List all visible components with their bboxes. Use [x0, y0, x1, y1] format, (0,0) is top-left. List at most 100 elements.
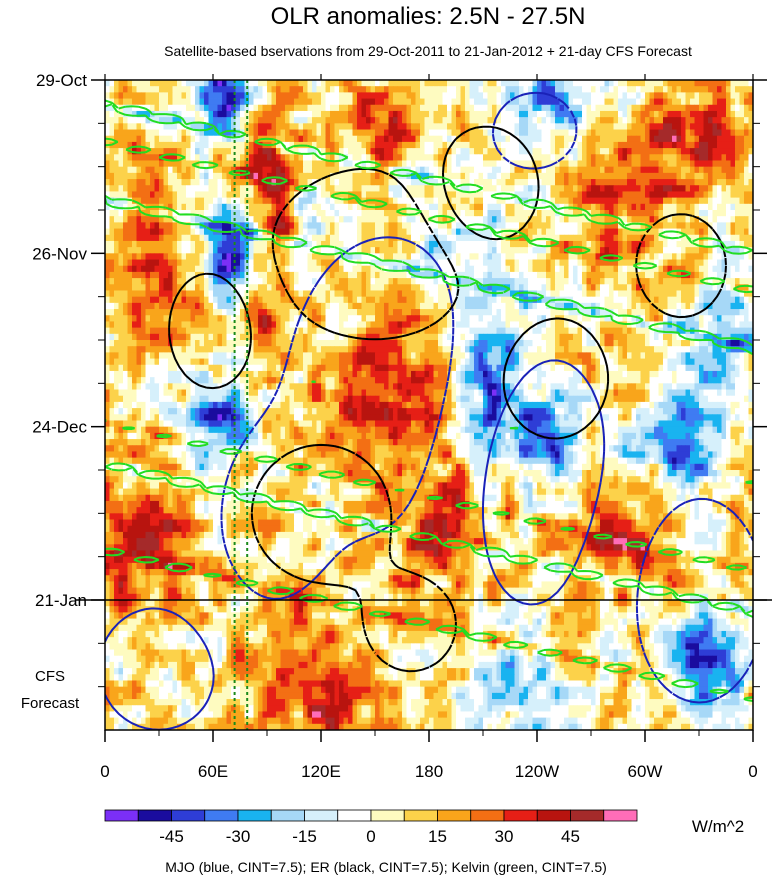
heatmap-cell: [496, 240, 502, 248]
heatmap-cell: [267, 92, 272, 99]
heatmap-cell: [649, 222, 655, 229]
heatmap-cell: [258, 240, 263, 248]
heatmap-cell: [384, 154, 389, 161]
heatmap-cell: [658, 92, 664, 99]
heatmap-cell: [235, 259, 241, 267]
heatmap-cell: [640, 86, 646, 93]
heatmap-cell: [456, 80, 461, 87]
heatmap-cell: [699, 80, 704, 87]
heatmap-cell: [141, 160, 146, 168]
heatmap-cell: [730, 191, 736, 199]
heatmap-cell: [721, 197, 727, 205]
heatmap-cell: [532, 278, 538, 285]
heatmap-cell: [280, 222, 286, 229]
heatmap-cell: [109, 284, 115, 291]
heatmap-cell: [640, 110, 646, 118]
heatmap-cell: [573, 240, 578, 248]
heatmap-cell: [519, 104, 524, 112]
heatmap-cell: [582, 86, 587, 93]
heatmap-cell: [681, 259, 686, 267]
heatmap-cell: [505, 197, 511, 205]
heatmap-cell: [262, 160, 268, 168]
heatmap-cell: [532, 135, 538, 143]
heatmap-cell: [654, 135, 659, 143]
heatmap-cell: [195, 228, 200, 236]
heatmap-cell: [154, 278, 160, 285]
heatmap-cell: [298, 110, 304, 118]
heatmap-cell: [559, 284, 565, 291]
heatmap-cell: [240, 240, 245, 248]
heatmap-cell: [667, 166, 673, 174]
heatmap-cell: [226, 240, 232, 248]
heatmap-cell: [546, 228, 551, 236]
heatmap-cell: [550, 259, 556, 267]
heatmap-cell: [118, 160, 124, 168]
heatmap-cell: [726, 222, 731, 229]
heatmap-cell: [154, 154, 160, 161]
heatmap-cell: [136, 117, 142, 124]
heatmap-cell: [748, 129, 753, 137]
heatmap-cell: [532, 129, 538, 137]
heatmap-cell: [744, 135, 749, 143]
heatmap-cell: [433, 179, 439, 186]
heatmap-cell: [276, 172, 281, 180]
heatmap-cell: [645, 185, 650, 192]
heatmap-cell: [109, 135, 115, 143]
heatmap-cell: [393, 86, 398, 93]
heatmap-cell: [667, 216, 673, 223]
heatmap-cell: [523, 154, 529, 161]
heatmap-cell: [316, 185, 322, 192]
heatmap-cell: [244, 265, 250, 273]
heatmap-cell: [159, 86, 164, 93]
heatmap-cell: [586, 271, 592, 279]
heatmap-cell: [357, 284, 362, 291]
heatmap-cell: [195, 234, 200, 242]
heatmap-cell: [240, 179, 245, 186]
heatmap-cell: [352, 247, 358, 254]
heatmap-cell: [357, 123, 362, 130]
heatmap-cell: [289, 179, 295, 186]
heatmap-cell: [744, 240, 749, 248]
heatmap-cell: [699, 247, 704, 254]
heatmap-cell: [568, 92, 574, 99]
heatmap-cell: [352, 92, 358, 99]
heatmap-cell: [537, 172, 542, 180]
heatmap-cell: [352, 265, 358, 273]
heatmap-cell: [150, 160, 155, 168]
heatmap-cell: [235, 160, 241, 168]
heatmap-cell: [460, 92, 466, 99]
heatmap-cell: [735, 129, 740, 137]
heatmap-cell: [388, 80, 394, 87]
heatmap-cell: [280, 284, 286, 291]
heatmap-cell: [429, 129, 434, 137]
heatmap-cell: [118, 247, 124, 254]
heatmap-cell: [303, 86, 308, 93]
heatmap-cell: [402, 253, 407, 260]
heatmap-cell: [640, 117, 646, 124]
heatmap-cell: [627, 123, 632, 130]
heatmap-cell: [123, 154, 128, 161]
heatmap-cell: [186, 185, 191, 192]
heatmap-cell: [708, 253, 713, 260]
heatmap-cell: [231, 216, 236, 223]
heatmap-cell: [109, 141, 115, 149]
heatmap-cell: [330, 228, 335, 236]
heatmap-cell: [717, 98, 722, 106]
heatmap-cell: [514, 123, 520, 130]
heatmap-cell: [573, 148, 578, 155]
heatmap-cell: [357, 135, 362, 143]
heatmap-cell: [478, 117, 484, 124]
heatmap-cell: [388, 123, 394, 130]
heatmap-cell: [442, 222, 448, 229]
heatmap-cell: [505, 290, 511, 298]
heatmap-cell: [375, 129, 380, 137]
heatmap-cell: [685, 92, 691, 99]
heatmap-cell: [726, 179, 731, 186]
heatmap-cell: [402, 228, 407, 236]
heatmap-cell: [510, 185, 515, 192]
heatmap-cell: [222, 166, 227, 174]
heatmap-cell: [168, 284, 173, 291]
heatmap-cell: [415, 80, 421, 87]
heatmap-cell: [244, 160, 250, 168]
heatmap-cell: [186, 179, 191, 186]
